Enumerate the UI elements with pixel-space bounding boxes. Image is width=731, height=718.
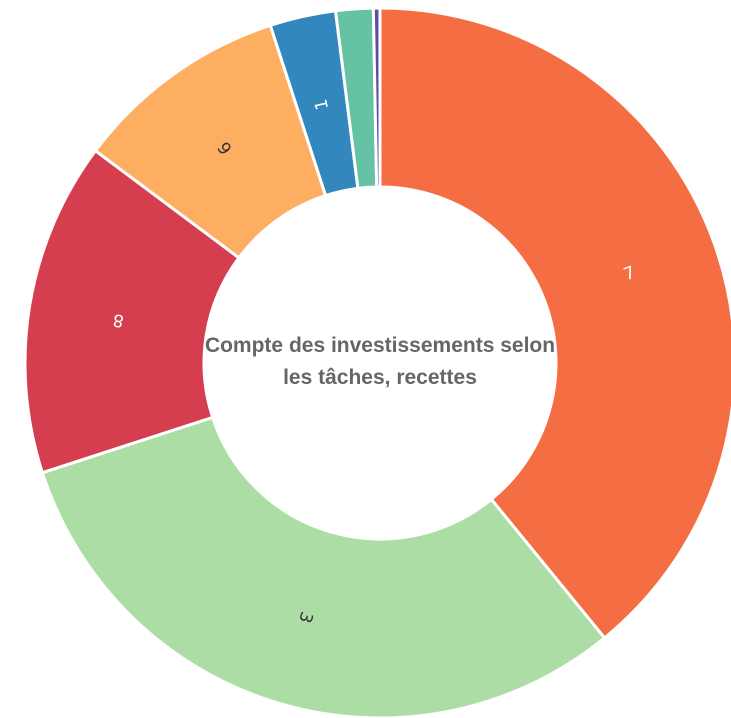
chart-title: Compte des investissements selon les tâc… bbox=[204, 334, 556, 389]
slice-label: 8 bbox=[112, 309, 126, 330]
slice bbox=[378, 6, 731, 641]
slice-label: 1 bbox=[311, 97, 333, 112]
slice bbox=[40, 415, 607, 718]
slice bbox=[371, 6, 382, 189]
slice bbox=[23, 148, 242, 475]
slice-label: 3 bbox=[294, 609, 316, 625]
